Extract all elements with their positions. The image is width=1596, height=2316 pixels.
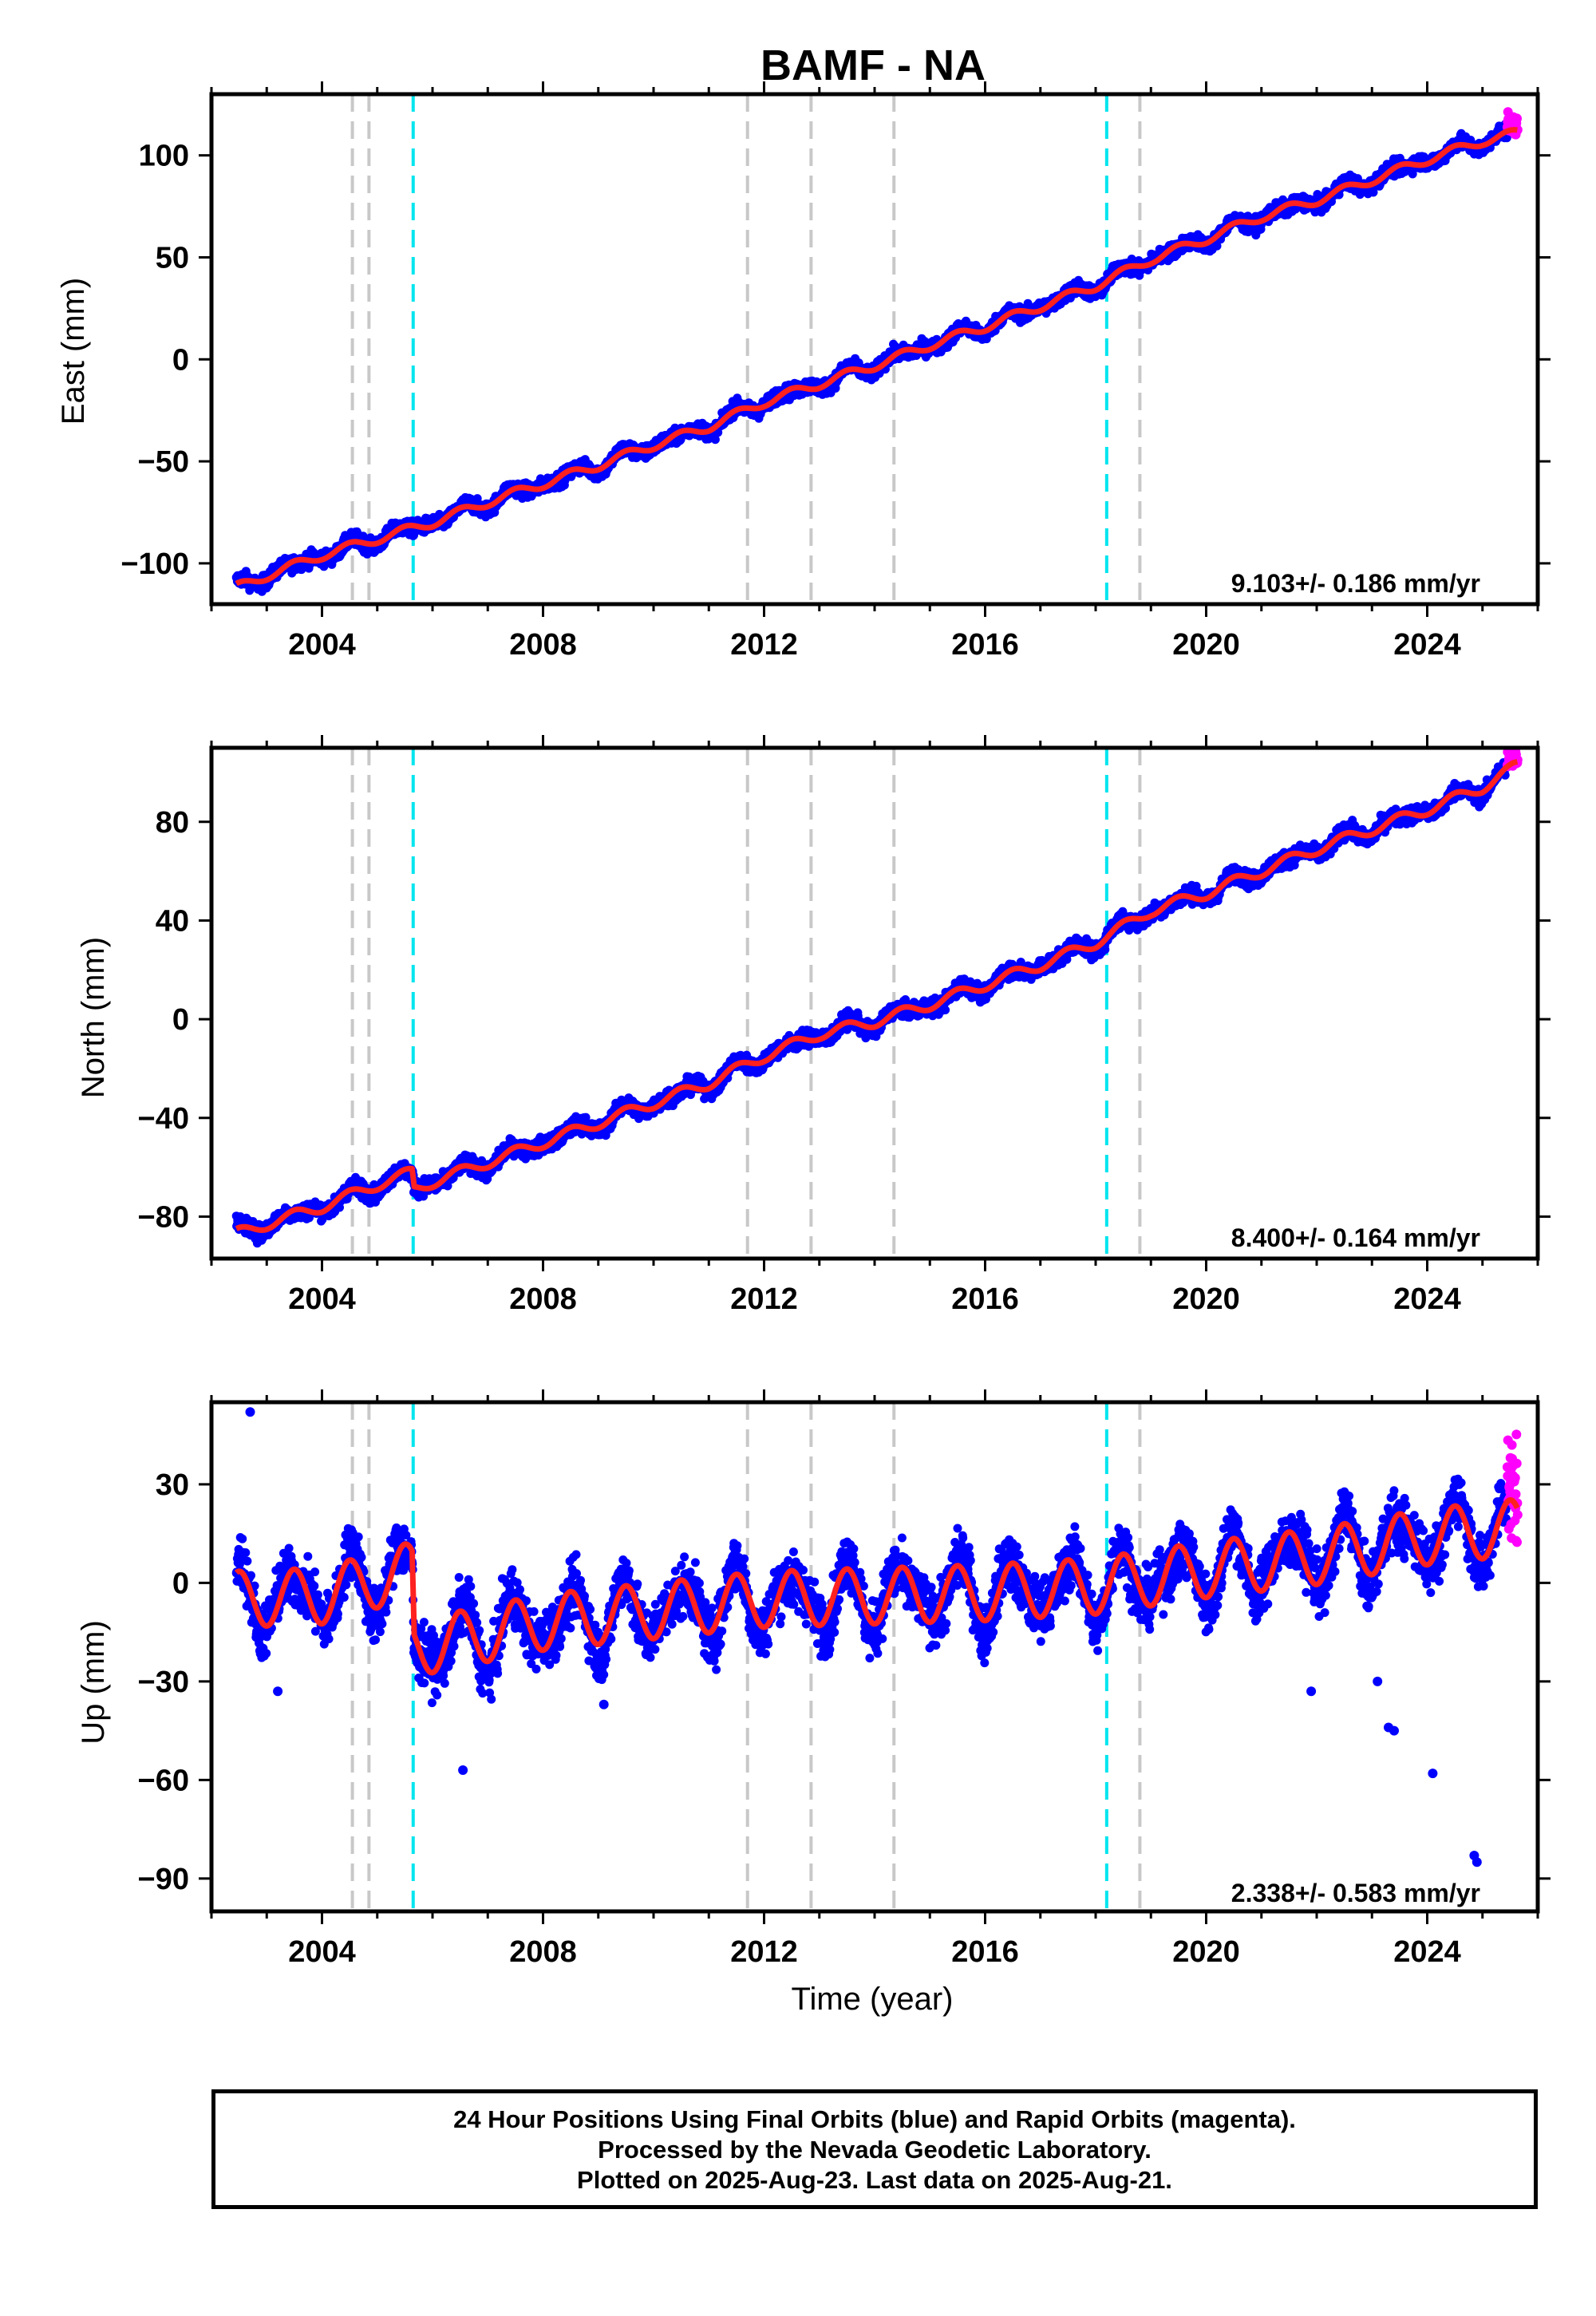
east-x-tick-label: 2016 xyxy=(951,628,1019,662)
east-rate-label: 9.103+/- 0.186 mm/yr xyxy=(1231,569,1480,598)
east-y-tick-label: −100 xyxy=(120,547,189,581)
east-data-point xyxy=(472,494,482,504)
east-y-tick-label: −50 xyxy=(138,445,189,479)
east-rapid-point xyxy=(1512,113,1522,124)
east-x-tick-label: 2020 xyxy=(1172,628,1240,662)
north-final-orbit-points xyxy=(231,757,1512,1248)
east-y-axis-label: East (mm) xyxy=(56,278,91,425)
east-panel: 2004 2008 2012 2016 2020 2024 −100 −50 0 50 100 Ea… xyxy=(56,81,1551,662)
east-plot-area: 2004 2008 2012 2016 2020 2024 −100 −50 0 50 100 xyxy=(120,81,1551,662)
east-y-tick-label: 0 xyxy=(172,343,189,377)
chart-title: BAMF - NA xyxy=(760,41,986,89)
east-x-tick-label: 2008 xyxy=(509,628,577,662)
east-x-tick-label: 2004 xyxy=(288,628,356,662)
east-y-tick-label: 100 xyxy=(139,140,189,173)
east-final-orbit-points xyxy=(231,120,1512,596)
east-x-tick-label: 2012 xyxy=(730,628,798,662)
east-x-tick-label: 2024 xyxy=(1393,628,1461,662)
east-y-tick-label: 50 xyxy=(156,241,189,275)
